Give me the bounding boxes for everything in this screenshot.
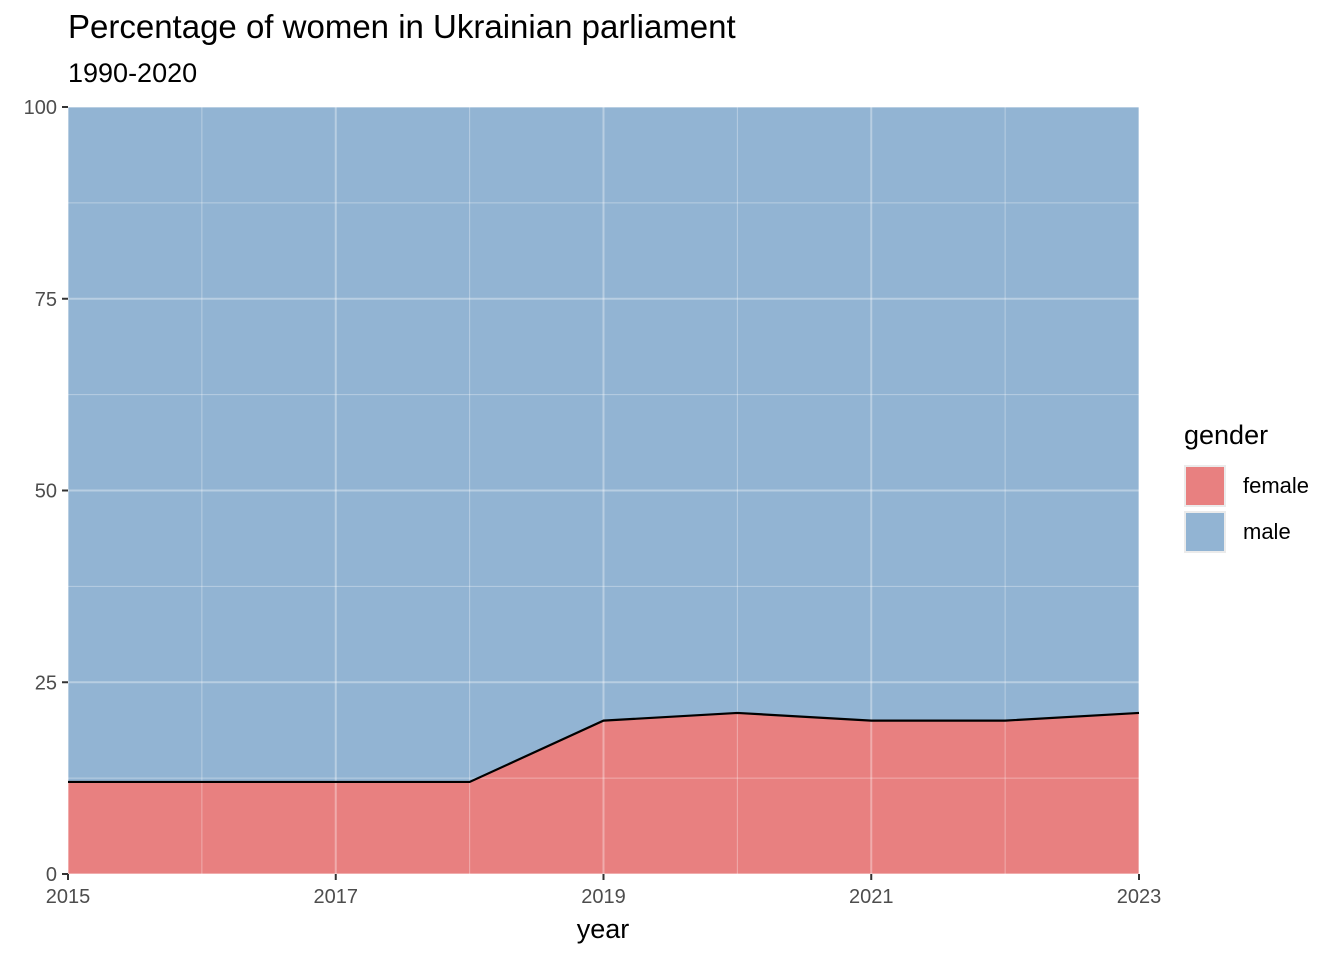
boundary-layer [68, 711, 1140, 784]
x-tick-label: 2019 [581, 886, 626, 908]
y-tick-label: 50 [35, 481, 57, 503]
area-female [68, 712, 1139, 874]
axes-layer: 0 25 50 75 100 2015 2017 2019 2021 2023 [24, 97, 1162, 908]
area-layer [68, 107, 1139, 874]
legend-key-male [1184, 511, 1226, 553]
y-tick-label: 25 [35, 672, 57, 694]
chart-subtitle: 1990-2020 [68, 58, 198, 88]
x-tick-label: 2015 [46, 886, 91, 908]
legend-item-female: female [1184, 463, 1309, 509]
x-axis-title: year [577, 914, 630, 944]
legend-title: gender [1184, 420, 1269, 450]
x-tick-label: 2021 [849, 886, 894, 908]
legend-label-male: male [1243, 519, 1291, 544]
chart-title: Percentage of women in Ukrainian parliam… [68, 8, 736, 45]
legend: gender female male [1184, 420, 1309, 555]
female-boundary-line [68, 711, 1140, 784]
y-tick-label: 100 [24, 97, 57, 119]
legend-item-male: male [1184, 509, 1309, 555]
x-tick-label: 2017 [314, 886, 359, 908]
legend-key-female [1184, 465, 1226, 507]
legend-label-female: female [1243, 473, 1310, 498]
y-tick-label: 0 [46, 864, 57, 886]
grid-layer [67, 106, 1140, 875]
y-tick-label: 75 [35, 289, 57, 311]
x-tick-label: 2023 [1117, 886, 1162, 908]
area-male [68, 107, 1139, 782]
